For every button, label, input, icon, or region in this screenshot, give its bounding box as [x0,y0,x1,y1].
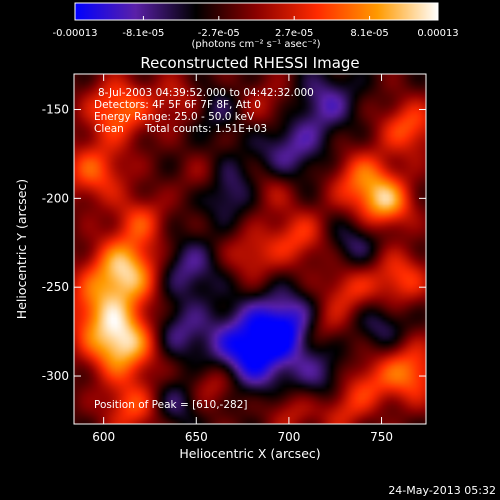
y-tick-label: -250 [42,280,69,294]
x-axis-tick-labels: 600 650 700 750 [92,430,393,444]
y-tick-label: -300 [42,369,69,383]
peak-position-annotation: Position of Peak = [610,-282] [94,399,248,411]
x-tick-label: 750 [370,430,393,444]
total-counts-annotation: Total counts: 1.51E+03 [144,123,267,135]
colorbar-ticks [74,16,439,20]
colorbar-tick-label: 2.7e-05 [275,28,313,39]
colorbar-tick-label: 0.00013 [417,28,458,39]
colorbar-tick-label: 8.1e-05 [350,28,388,39]
time-range-annotation: 8-Jul-2003 04:39:52.000 to 04:42:32.000 [98,87,314,99]
x-axis-label: Heliocentric X (arcsec) [179,446,320,461]
x-tick-label: 600 [92,430,115,444]
y-tick-label: -150 [42,103,69,117]
x-axis-ticks [103,74,383,424]
detectors-annotation: Detectors: 4F 5F 6F 7F 8F, Att 0 [94,99,261,111]
x-tick-label: 700 [277,430,300,444]
x-tick-label: 650 [185,430,208,444]
footer-timestamp: 24-May-2013 05:32 [388,484,496,497]
heatmap-image [74,74,426,424]
y-axis-label: Heliocentric Y (arcsec) [14,179,29,319]
colorbar-unit-label: (photons cm⁻² s⁻¹ asec⁻²) [191,39,320,50]
y-axis-ticks [74,109,426,377]
energy-range-annotation: Energy Range: 25.0 - 50.0 keV [94,111,255,123]
colorbar-tick-label: -2.7e-05 [198,28,240,39]
colorbar-tick-labels: -0.00013 -8.1e-05 -2.7e-05 2.7e-05 8.1e-05 0.… [53,28,459,39]
colorbar [74,2,439,21]
chart-title: Reconstructed RHESSI Image [140,54,359,72]
y-axis-tick-labels: -150 -200 -250 -300 [42,103,69,383]
y-tick-label: -200 [42,191,69,205]
colorbar-tick-label: -0.00013 [53,28,98,39]
colorbar-tick-label: -8.1e-05 [122,28,164,39]
plot-frame [73,73,427,425]
clean-annotation: Clean [94,123,124,135]
